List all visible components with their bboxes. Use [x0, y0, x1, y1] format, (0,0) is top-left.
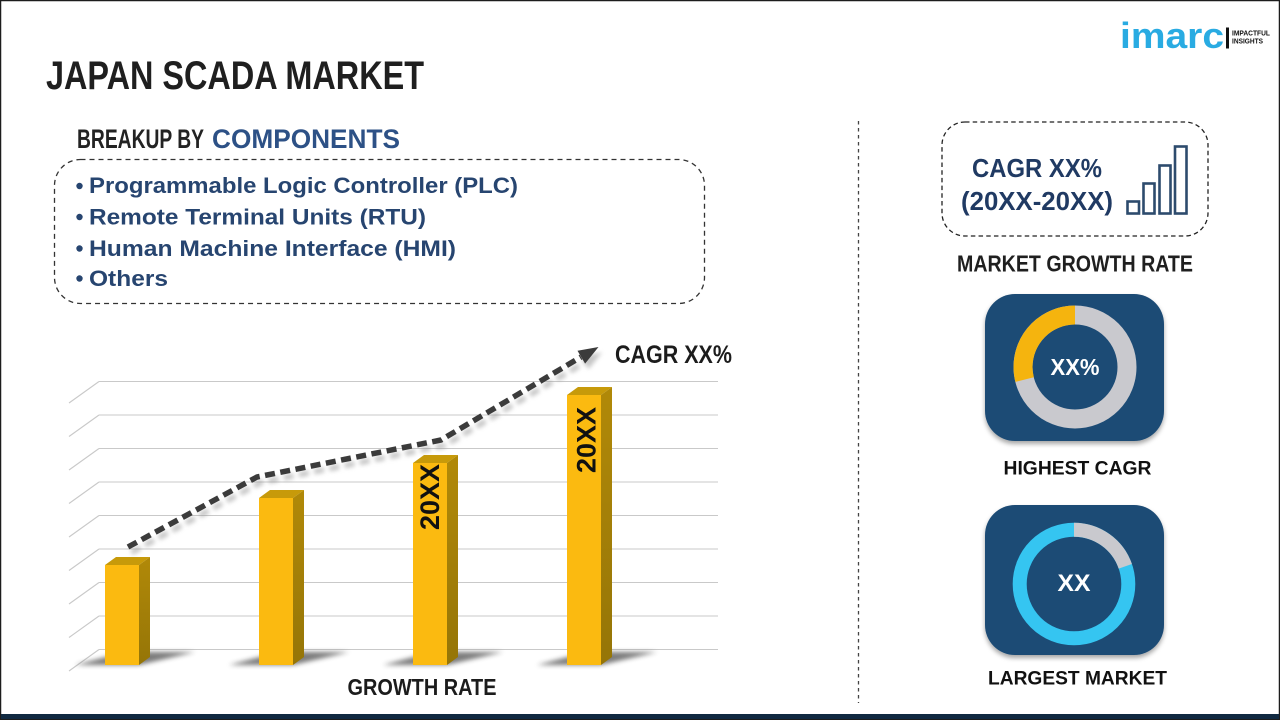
- svg-text:20XX: 20XX: [572, 407, 602, 473]
- svg-text:IMPACTFUL: IMPACTFUL: [1232, 29, 1270, 38]
- svg-text:CAGR XX%: CAGR XX%: [972, 153, 1102, 183]
- svg-text:Others: Others: [89, 266, 168, 291]
- svg-text:20XX: 20XX: [415, 464, 445, 530]
- svg-text:COMPONENTS: COMPONENTS: [212, 124, 400, 154]
- svg-text:BREAKUP BY: BREAKUP BY: [77, 124, 204, 154]
- svg-text:(20XX-20XX): (20XX-20XX): [961, 186, 1113, 216]
- svg-text:CAGR XX%: CAGR XX%: [615, 341, 732, 369]
- svg-text:Remote Terminal Units (RTU): Remote Terminal Units (RTU): [89, 205, 426, 230]
- svg-text:MARKET GROWTH RATE: MARKET GROWTH RATE: [957, 251, 1193, 277]
- svg-text:HIGHEST CAGR: HIGHEST CAGR: [1004, 458, 1152, 480]
- svg-text:XX: XX: [1058, 570, 1091, 597]
- svg-text:LARGEST MARKET: LARGEST MARKET: [988, 668, 1167, 690]
- svg-text:Programmable Logic Controller: Programmable Logic Controller (PLC): [89, 173, 518, 198]
- svg-text:Human Machine Interface (HMI): Human Machine Interface (HMI): [89, 236, 456, 261]
- svg-text:imarc: imarc: [1120, 15, 1224, 56]
- svg-text:GROWTH RATE: GROWTH RATE: [348, 674, 497, 700]
- svg-text:XX%: XX%: [1051, 354, 1100, 380]
- svg-text:INSIGHTS: INSIGHTS: [1232, 37, 1263, 46]
- svg-text:JAPAN SCADA MARKET: JAPAN SCADA MARKET: [46, 54, 424, 98]
